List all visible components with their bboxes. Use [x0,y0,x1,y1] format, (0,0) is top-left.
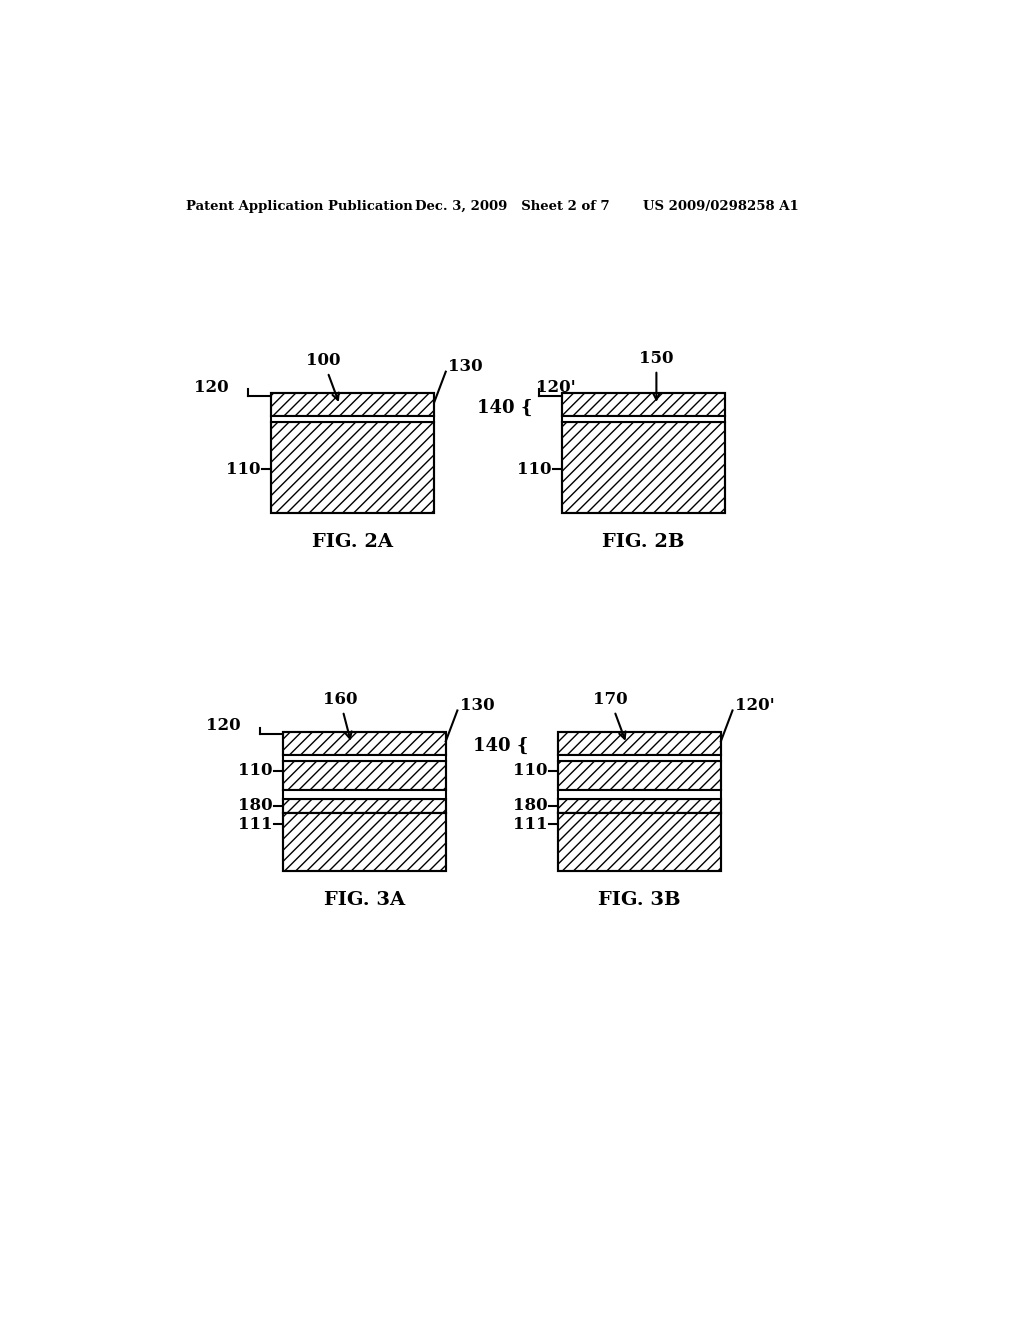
Text: 100: 100 [306,352,341,400]
Text: 120': 120' [537,379,577,396]
Text: 120: 120 [195,379,228,396]
Bar [283,733,445,871]
Text: 140 {: 140 { [477,399,532,417]
Text: 111: 111 [513,816,547,833]
Bar [558,733,721,871]
Bar [283,813,445,871]
Bar [562,393,725,512]
Bar [283,733,445,755]
Text: 170: 170 [593,692,628,739]
Text: 110: 110 [238,762,272,779]
Text: 140 {: 140 { [473,738,528,755]
Text: 110: 110 [226,461,260,478]
Text: Patent Application Publication: Patent Application Publication [186,199,413,213]
Text: 150: 150 [639,350,674,400]
Text: FIG. 3A: FIG. 3A [324,891,404,909]
Bar [558,813,721,871]
Text: 110: 110 [513,762,547,779]
Text: 180: 180 [513,797,547,814]
Bar [562,393,725,416]
Bar [558,789,721,799]
Text: 120': 120' [735,697,774,714]
Bar [271,416,434,422]
Bar [562,416,725,422]
Bar [558,760,721,789]
Text: Dec. 3, 2009   Sheet 2 of 7: Dec. 3, 2009 Sheet 2 of 7 [415,199,609,213]
Bar [271,393,434,512]
Bar [558,799,721,813]
Text: 110: 110 [517,461,551,478]
Bar [562,422,725,512]
Bar [283,799,445,813]
Text: FIG. 2B: FIG. 2B [602,533,685,550]
Text: FIG. 2A: FIG. 2A [312,533,393,550]
Text: 130: 130 [449,358,482,375]
Text: 120: 120 [206,717,241,734]
Bar [283,789,445,799]
Bar [558,733,721,755]
Bar [283,760,445,789]
Bar [283,755,445,760]
Text: US 2009/0298258 A1: US 2009/0298258 A1 [643,199,799,213]
Text: 130: 130 [460,697,495,714]
Bar [271,393,434,416]
Bar [558,755,721,760]
Text: 160: 160 [323,692,357,739]
Text: FIG. 3B: FIG. 3B [598,891,681,909]
Bar [271,422,434,512]
Text: 111: 111 [238,816,272,833]
Text: 180: 180 [238,797,272,814]
